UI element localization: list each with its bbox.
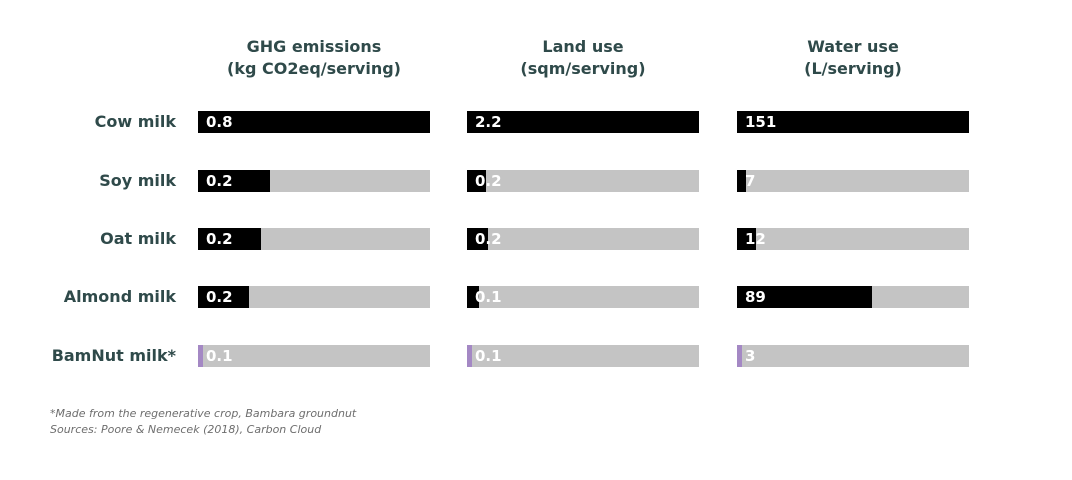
bar-track: 0.2 [467,170,699,192]
data-label: 0.2 [206,230,233,248]
bar-track: 2.2 [467,111,699,133]
bar-fill [737,345,742,367]
panel-title-line2: (kg CO2eq/serving) [227,59,401,78]
panel-title-1: Land use (sqm/serving) [467,36,699,80]
bar-track: 89 [737,286,969,308]
bar-track: 3 [737,345,969,367]
category-label: Almond milk [63,287,176,306]
bar-fill [467,228,488,250]
data-label: 12 [745,230,766,248]
bar-fill [198,170,270,192]
bar-track: 0.2 [198,286,430,308]
category-label: BamNut milk* [51,346,176,365]
footnote-crop: *Made from the regenerative crop, Bambar… [50,407,357,420]
panel-title-line2: (L/serving) [804,59,902,78]
category-label: Oat milk [100,229,176,248]
bar-track: 0.2 [198,228,430,250]
bar-track: 151 [737,111,969,133]
panel-title-line1: Water use [807,37,899,56]
data-label: 0.2 [475,172,502,190]
bar-fill [737,228,756,250]
data-label: 0.2 [475,230,502,248]
panel-title-line2: (sqm/serving) [520,59,646,78]
bar-fill [737,111,969,133]
bar-fill [198,345,203,367]
bar-track: 12 [737,228,969,250]
category-label: Cow milk [94,112,176,131]
bar-fill [737,170,746,192]
bar-track: 0.1 [467,286,699,308]
bar-fill [467,111,699,133]
data-label: 7 [745,172,756,190]
bar-track: 0.1 [198,345,430,367]
category-label: Soy milk [99,171,176,190]
data-label: 0.1 [475,347,502,365]
bar-track: 7 [737,170,969,192]
panel-title-line1: GHG emissions [246,37,382,56]
data-label: 151 [745,113,777,131]
data-label: 0.1 [206,347,233,365]
bar-fill [467,170,486,192]
bar-fill [198,228,261,250]
data-label: 89 [745,288,766,306]
data-label: 0.1 [475,288,502,306]
bar-fill [198,111,430,133]
bar-fill [467,286,479,308]
data-label: 3 [745,347,756,365]
data-label: 0.8 [206,113,233,131]
data-label: 2.2 [475,113,502,131]
bar-track: 0.2 [198,170,430,192]
data-label: 0.2 [206,288,233,306]
panel-title-line1: Land use [542,37,624,56]
footnote-sources: Sources: Poore & Nemecek (2018), Carbon … [50,423,322,436]
data-label: 0.2 [206,172,233,190]
panel-title-2: Water use (L/serving) [737,36,969,80]
bar-fill [467,345,472,367]
bar-track: 0.8 [198,111,430,133]
bar-track: 0.2 [467,228,699,250]
bar-fill [198,286,249,308]
bar-track: 0.1 [467,345,699,367]
bar-fill [737,286,872,308]
panel-title-0: GHG emissions (kg CO2eq/serving) [198,36,430,80]
